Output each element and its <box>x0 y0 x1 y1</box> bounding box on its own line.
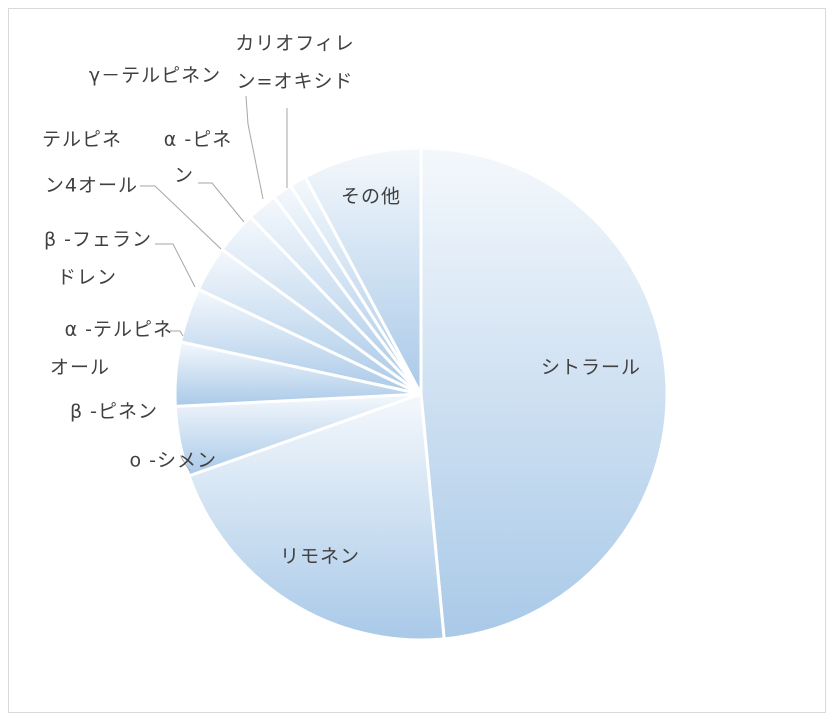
leader-line <box>140 185 222 250</box>
slice-label: リモネン <box>280 546 360 568</box>
leader-line <box>170 330 184 337</box>
slice-label: β -フェラン <box>44 229 152 251</box>
slice-label-continuation: ン=オキシド <box>237 71 354 93</box>
slice-label-continuation: ン4オール <box>45 175 138 197</box>
pie-slices <box>173 146 669 642</box>
slice-label: γ－テルピネン <box>89 65 221 87</box>
slice-label: α -ピネ <box>164 129 232 151</box>
slice-label-continuation: オール <box>50 357 110 379</box>
pie-slice <box>187 391 446 642</box>
pie-slice <box>303 146 423 395</box>
slice-label: その他 <box>341 186 401 208</box>
slice-label: テルピネ <box>42 129 122 151</box>
slice-label: カリオフィレ <box>235 33 355 55</box>
leader-line <box>180 455 191 472</box>
leader-line <box>245 95 264 200</box>
slice-label: α -テルピネ <box>65 319 173 341</box>
slice-label-continuation: ドレン <box>57 267 117 289</box>
leader-lines <box>140 95 288 472</box>
slice-label: β -ピネン <box>70 401 158 423</box>
leader-line <box>155 243 196 288</box>
pie-slice <box>419 146 669 641</box>
slice-label-continuation: ン <box>174 165 194 187</box>
leader-line <box>198 182 245 223</box>
slice-label: o -シメン <box>129 450 217 472</box>
slice-label: シトラール <box>541 357 641 379</box>
